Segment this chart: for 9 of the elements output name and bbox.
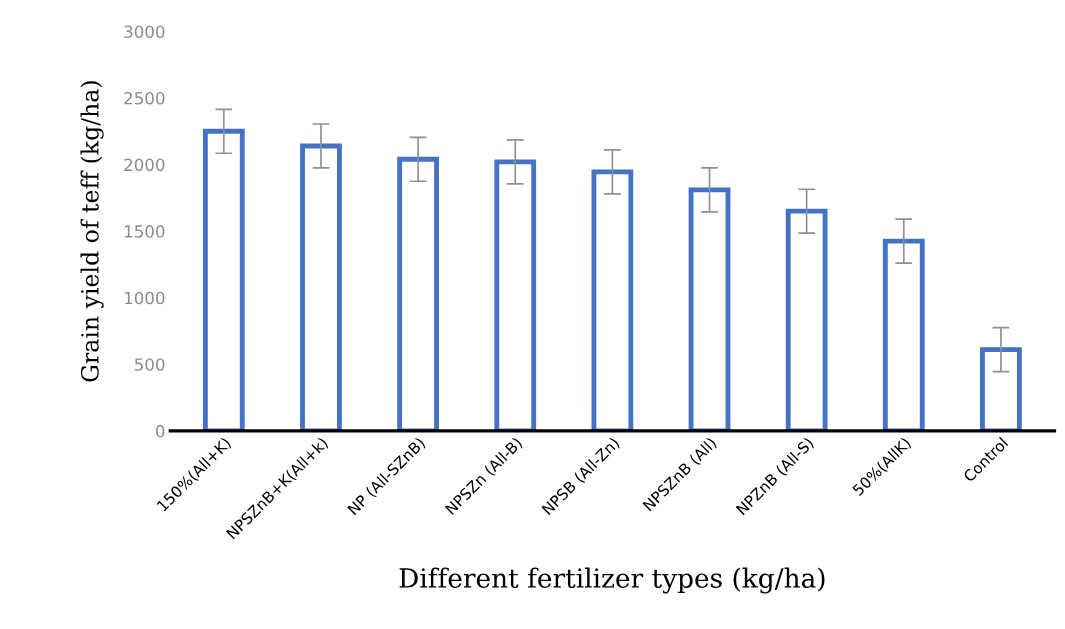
y-tick-label: 0 xyxy=(156,424,165,438)
y-tick-label: 2000 xyxy=(124,158,165,172)
y-tick-label: 2500 xyxy=(124,91,165,105)
x-axis-title: Different fertilizer types (kg/ha) xyxy=(399,567,825,594)
y-tick-label: 3000 xyxy=(124,25,165,39)
y-tick-label: 1500 xyxy=(124,225,165,238)
y-tick-label: 1000 xyxy=(124,291,165,305)
y-tick-label: 500 xyxy=(135,358,165,371)
y-axis-title: Grain yield of teff (kg/ha) xyxy=(80,81,104,382)
